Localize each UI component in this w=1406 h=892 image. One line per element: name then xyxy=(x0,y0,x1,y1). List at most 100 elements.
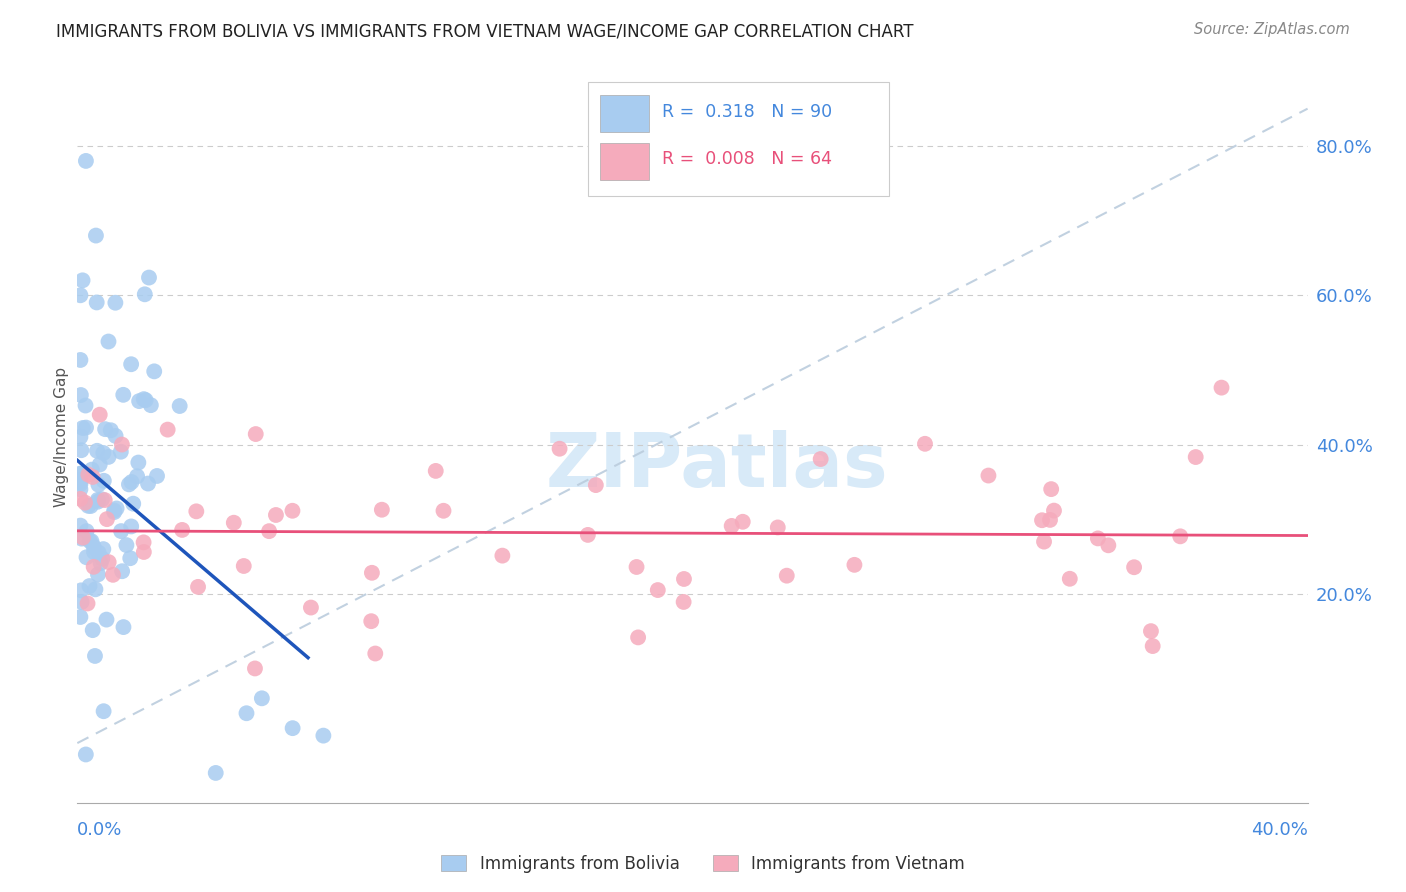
Point xyxy=(93,704,115,718)
Point xyxy=(235,706,257,721)
Point xyxy=(1142,639,1164,653)
Point xyxy=(1033,534,1056,549)
Legend: Immigrants from Bolivia, Immigrants from Vietnam: Immigrants from Bolivia, Immigrants from… xyxy=(434,848,972,880)
Point xyxy=(364,647,387,661)
Point xyxy=(110,524,132,538)
Point xyxy=(360,614,382,628)
Point xyxy=(89,458,111,472)
Point xyxy=(361,566,384,580)
Point xyxy=(111,564,134,578)
Text: Source: ZipAtlas.com: Source: ZipAtlas.com xyxy=(1194,22,1350,37)
Point xyxy=(1059,572,1081,586)
Point xyxy=(810,452,832,467)
Point xyxy=(626,560,648,574)
Point xyxy=(585,478,607,492)
Text: IMMIGRANTS FROM BOLIVIA VS IMMIGRANTS FROM VIETNAM WAGE/INCOME GAP CORRELATION C: IMMIGRANTS FROM BOLIVIA VS IMMIGRANTS FR… xyxy=(56,22,914,40)
Point xyxy=(914,437,936,451)
Point xyxy=(115,538,138,552)
Point xyxy=(134,287,156,301)
Point xyxy=(1087,532,1109,546)
Point xyxy=(80,462,103,476)
Point xyxy=(104,295,127,310)
Point xyxy=(70,443,93,458)
Point xyxy=(69,467,91,481)
Point xyxy=(977,468,1000,483)
Point xyxy=(69,610,91,624)
Point xyxy=(76,597,98,611)
Point xyxy=(72,531,94,545)
Point xyxy=(127,456,149,470)
Point xyxy=(69,491,91,506)
Point xyxy=(87,567,110,582)
Point xyxy=(91,542,114,557)
Point xyxy=(232,559,254,574)
Point xyxy=(766,520,789,534)
Point xyxy=(112,620,135,634)
Point xyxy=(299,600,322,615)
Point xyxy=(135,393,157,408)
Point xyxy=(79,499,101,513)
Point xyxy=(83,540,105,554)
Point xyxy=(112,388,135,402)
Point xyxy=(128,394,150,409)
Point xyxy=(96,512,118,526)
Point xyxy=(120,519,142,533)
Text: ZIPatlas: ZIPatlas xyxy=(546,430,889,503)
Point xyxy=(731,515,754,529)
Point xyxy=(69,476,91,491)
Point xyxy=(73,496,96,510)
Point xyxy=(1184,450,1206,464)
FancyBboxPatch shape xyxy=(588,82,890,195)
Point xyxy=(105,501,128,516)
Point xyxy=(86,495,108,509)
Point xyxy=(87,546,110,560)
Point xyxy=(548,442,571,456)
Point xyxy=(120,551,142,566)
Point xyxy=(264,508,287,522)
Point xyxy=(72,421,94,435)
Point xyxy=(204,766,226,780)
Point xyxy=(627,631,650,645)
Point xyxy=(1040,482,1063,496)
Point xyxy=(169,399,191,413)
Point xyxy=(122,497,145,511)
Point xyxy=(79,534,101,549)
Point xyxy=(69,475,91,489)
Point xyxy=(97,555,120,569)
Point xyxy=(100,423,122,437)
Point xyxy=(97,450,120,464)
Point xyxy=(69,430,91,444)
Point xyxy=(76,550,98,565)
Point xyxy=(139,398,162,412)
Point xyxy=(103,505,125,519)
Point xyxy=(187,580,209,594)
Point xyxy=(576,528,599,542)
Point xyxy=(146,469,169,483)
Point xyxy=(75,399,97,413)
Point xyxy=(75,420,97,434)
Point xyxy=(83,545,105,559)
Point xyxy=(87,492,110,507)
Point xyxy=(118,477,141,491)
Point xyxy=(672,595,695,609)
Point xyxy=(91,551,114,566)
Text: R =  0.008   N = 64: R = 0.008 N = 64 xyxy=(662,150,832,168)
Text: 0.0%: 0.0% xyxy=(77,822,122,839)
Point xyxy=(70,583,93,598)
Point xyxy=(672,572,695,586)
Point xyxy=(90,556,112,570)
Point xyxy=(89,408,111,422)
Point xyxy=(84,228,107,243)
Point xyxy=(93,493,115,508)
Point xyxy=(1211,381,1233,395)
Point xyxy=(720,519,742,533)
Point xyxy=(371,502,394,516)
Point xyxy=(844,558,866,572)
Point xyxy=(91,446,114,460)
Point xyxy=(257,524,280,538)
Point xyxy=(127,469,149,483)
Text: R =  0.318   N = 90: R = 0.318 N = 90 xyxy=(662,103,832,120)
Point xyxy=(432,504,454,518)
Point xyxy=(110,444,132,458)
Point xyxy=(69,473,91,487)
